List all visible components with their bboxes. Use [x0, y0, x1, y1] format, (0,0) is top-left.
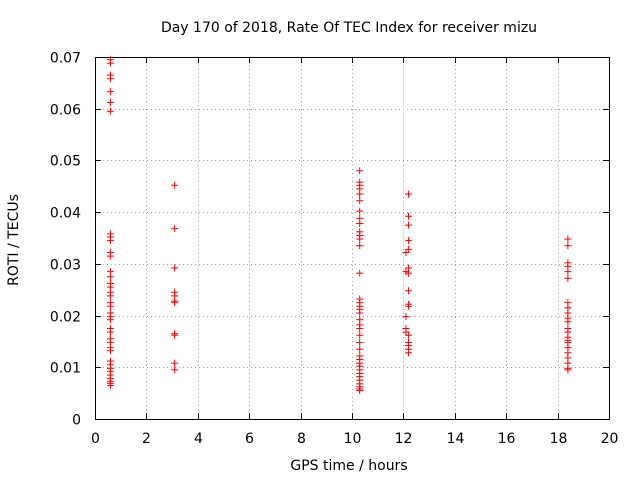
chart-title: Day 170 of 2018, Rate Of TEC Index for r… — [161, 20, 537, 36]
data-point — [106, 88, 114, 96]
data-point — [356, 331, 364, 339]
data-point — [106, 99, 114, 107]
data-point — [106, 59, 114, 67]
y-tick-label: 0.03 — [50, 258, 81, 274]
data-point — [405, 269, 413, 277]
data-point — [356, 269, 364, 277]
y-tick-label: 0.05 — [50, 154, 81, 170]
y-tick-labels: 0 0.01 0.02 0.03 0.04 0.05 0.06 0.07 — [50, 51, 81, 429]
data-point — [106, 75, 114, 83]
data-point — [106, 107, 114, 115]
data-point — [564, 268, 572, 276]
data-point — [106, 302, 114, 310]
data-point — [171, 331, 179, 339]
data-point — [106, 273, 114, 281]
data-point — [356, 207, 364, 215]
y-tick-label: 0.06 — [50, 103, 81, 119]
data-point — [564, 274, 572, 282]
data-point — [106, 292, 114, 300]
data-point — [106, 237, 114, 245]
data-point — [405, 349, 413, 357]
data-point — [564, 366, 572, 374]
data-point — [356, 235, 364, 243]
data-point — [356, 387, 364, 395]
x-axis-label: GPS time / hours — [290, 458, 407, 474]
x-tick-label: 20 — [601, 431, 619, 447]
data-point — [405, 190, 413, 198]
data-point — [402, 248, 410, 256]
x-tick-label: 0 — [91, 431, 100, 447]
grid-lines — [95, 57, 609, 419]
data-point — [356, 242, 364, 250]
data-point — [356, 220, 364, 228]
x-tick-label: 16 — [498, 431, 516, 447]
data-point — [356, 197, 364, 205]
data-point — [356, 345, 364, 353]
data-point — [405, 212, 413, 220]
data-point — [171, 264, 179, 272]
data-point — [564, 235, 572, 243]
data-point — [405, 331, 413, 339]
y-tick-label: 0.04 — [50, 206, 81, 222]
data-point — [106, 252, 114, 260]
y-axis-label: ROTI / TECUs — [6, 194, 22, 286]
plot-frame — [95, 57, 610, 420]
y-tick-label: 0 — [72, 413, 81, 429]
data-point — [405, 237, 413, 245]
y-tick-label: 0.07 — [50, 51, 81, 67]
x-tick-label: 4 — [194, 431, 203, 447]
data-point — [106, 381, 114, 389]
x-tick-label: 10 — [344, 431, 362, 447]
data-point — [405, 302, 413, 310]
data-points — [106, 56, 572, 395]
x-tick-label: 14 — [447, 431, 465, 447]
data-point — [405, 287, 413, 295]
data-point — [356, 309, 364, 317]
data-point — [356, 325, 364, 332]
data-point — [171, 225, 179, 233]
x-tick-labels: 0 2 4 6 8 10 12 14 16 18 20 — [91, 431, 618, 447]
data-point — [356, 338, 364, 346]
x-tick-label: 2 — [142, 431, 151, 447]
data-point — [171, 366, 179, 374]
y-tick-label: 0.02 — [50, 310, 81, 326]
data-point — [356, 167, 364, 175]
data-point — [171, 181, 179, 189]
x-tick-label: 8 — [297, 431, 306, 447]
data-point — [405, 221, 413, 229]
x-tick-label: 6 — [245, 431, 254, 447]
data-point — [356, 190, 364, 198]
x-tick-label: 12 — [395, 431, 413, 447]
data-point — [564, 242, 572, 250]
x-tick-label: 18 — [550, 431, 568, 447]
data-point — [171, 299, 179, 307]
data-point — [402, 313, 410, 321]
data-point — [106, 328, 114, 336]
data-point — [106, 316, 114, 324]
data-point — [106, 347, 114, 355]
y-tick-label: 0.01 — [50, 361, 81, 377]
data-point — [171, 359, 179, 367]
data-point — [564, 318, 572, 326]
